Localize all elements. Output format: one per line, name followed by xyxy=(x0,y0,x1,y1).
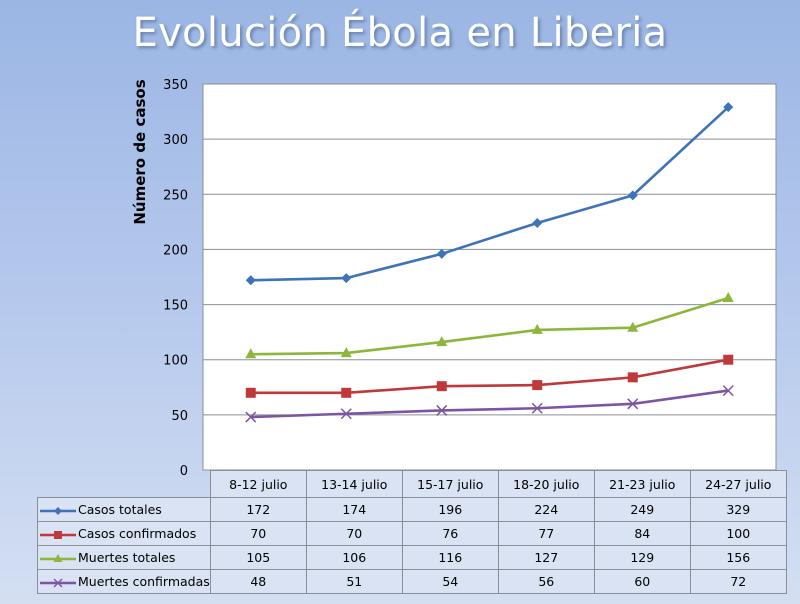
data-point xyxy=(627,398,639,410)
data-point xyxy=(627,190,638,201)
data-label: 77 xyxy=(497,521,595,546)
data-point xyxy=(723,354,734,365)
data-label: 105 xyxy=(209,545,307,570)
table-row: Muertes totales 105 106 116 127 129 156 xyxy=(37,545,787,570)
table-row: Casos totales 172 174 196 224 249 329 xyxy=(37,497,787,522)
series-muertes-totales xyxy=(245,291,734,359)
legend-entry: Casos confirmados xyxy=(37,521,211,546)
chart-title: Evolución Ébola en Liberia xyxy=(132,10,668,56)
data-point xyxy=(532,217,543,228)
data-point xyxy=(245,387,256,398)
plot-area xyxy=(202,83,777,471)
legend-key-icon xyxy=(40,526,78,541)
series-lines xyxy=(245,102,734,423)
data-label: 329 xyxy=(689,497,787,522)
data-point xyxy=(531,402,543,414)
series-line xyxy=(250,358,729,395)
y-axis-ticks: 0 50 100 150 200 250 300 350 xyxy=(163,78,188,479)
gridlines xyxy=(203,138,776,416)
y-tick-label: 0 xyxy=(180,464,188,479)
data-label: 249 xyxy=(593,497,691,522)
data-label: 72 xyxy=(689,569,787,594)
series-line xyxy=(250,296,729,356)
table-row: Casos confirmados 70 70 76 77 84 100 xyxy=(37,521,787,546)
legend-label: Casos confirmados xyxy=(78,526,197,541)
data-point xyxy=(436,248,447,259)
data-label: 156 xyxy=(689,545,787,570)
data-point xyxy=(341,387,352,398)
legend-entry: Muertes confirmadas xyxy=(37,569,211,594)
data-label: 84 xyxy=(593,521,691,546)
data-label: 196 xyxy=(401,497,499,522)
y-axis-label: Número de casos xyxy=(131,79,149,224)
data-label: 51 xyxy=(305,569,403,594)
y-tick-label: 250 xyxy=(163,188,188,203)
data-label: 116 xyxy=(401,545,499,570)
series-casos-confirmados xyxy=(245,354,734,398)
y-tick-label: 300 xyxy=(163,133,188,148)
y-tick-label: 150 xyxy=(163,299,188,314)
y-tick-label: 200 xyxy=(163,243,188,258)
data-point xyxy=(531,323,543,334)
data-label: 54 xyxy=(401,569,499,594)
data-label: 129 xyxy=(593,545,691,570)
category-label: 21-23 julio xyxy=(593,470,691,498)
data-point xyxy=(245,411,257,423)
data-point xyxy=(627,321,639,332)
data-point xyxy=(340,347,352,358)
series-muertes-confirmadas xyxy=(245,385,734,423)
data-point xyxy=(245,348,257,359)
category-label: 8-12 julio xyxy=(209,470,307,498)
data-label: 48 xyxy=(209,569,307,594)
data-point xyxy=(245,275,256,286)
data-point xyxy=(436,404,448,416)
data-point xyxy=(723,102,734,113)
data-point xyxy=(341,273,352,284)
data-point xyxy=(436,381,447,392)
data-table: 8-12 julio 13-14 julio 15-17 julio 18-20 ju… xyxy=(37,470,787,594)
data-label: 127 xyxy=(497,545,595,570)
data-label: 174 xyxy=(305,497,403,522)
data-label: 106 xyxy=(305,545,403,570)
data-point xyxy=(340,408,352,420)
legend-key-icon xyxy=(40,502,78,517)
data-label: 100 xyxy=(689,521,787,546)
data-label: 70 xyxy=(209,521,307,546)
data-label: 224 xyxy=(497,497,595,522)
data-point xyxy=(722,385,734,397)
y-tick-label: 100 xyxy=(163,354,188,369)
data-point xyxy=(627,372,638,383)
y-tick-label: 50 xyxy=(171,409,188,424)
data-label: 70 xyxy=(305,521,403,546)
data-label: 76 xyxy=(401,521,499,546)
table-corner xyxy=(38,471,211,498)
y-tick-label: 350 xyxy=(163,78,188,93)
legend-entry: Casos totales xyxy=(37,497,211,522)
category-label: 15-17 julio xyxy=(401,470,499,498)
category-label: 13-14 julio xyxy=(305,470,403,498)
legend-key-icon xyxy=(40,550,78,565)
series-line xyxy=(250,389,729,419)
data-label: 56 xyxy=(497,569,595,594)
table-header-row: 8-12 julio 13-14 julio 15-17 julio 18-20 ju… xyxy=(38,470,787,498)
data-point xyxy=(436,336,448,347)
legend-entry: Muertes totales xyxy=(37,545,211,570)
legend-label: Muertes confirmadas xyxy=(78,574,210,589)
category-label: 18-20 julio xyxy=(497,470,595,498)
table-row: Muertes confirmadas 48 51 54 56 60 72 xyxy=(37,569,787,594)
legend-label: Muertes totales xyxy=(78,550,176,565)
data-point xyxy=(532,380,543,391)
legend-label: Casos totales xyxy=(78,502,162,517)
category-label: 24-27 julio xyxy=(689,470,787,498)
data-point xyxy=(722,291,734,302)
legend-key-icon xyxy=(40,574,78,589)
series-casos-totales xyxy=(245,102,734,286)
series-line xyxy=(250,106,730,282)
data-label: 60 xyxy=(593,569,691,594)
data-label: 172 xyxy=(209,497,307,522)
